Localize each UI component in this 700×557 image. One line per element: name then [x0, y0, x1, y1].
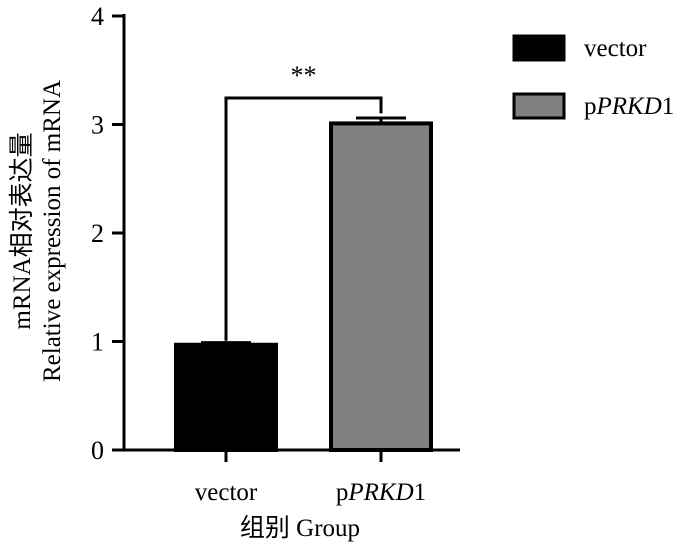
- y-tick-label: 2: [91, 219, 104, 248]
- x-tick-label: pPRKD1: [336, 479, 426, 506]
- legend-label: pPRKD1: [584, 93, 674, 120]
- x-tick-label: vector: [195, 479, 258, 506]
- y-axis-label-en: Relative expression of mRNA: [39, 80, 66, 382]
- significance-bracket: [224, 96, 383, 341]
- significance-label: **: [291, 61, 317, 90]
- y-tick-label: 1: [91, 328, 104, 357]
- y-tick-label: 3: [91, 111, 104, 140]
- legend-swatch: [512, 34, 566, 62]
- legend-swatch: [512, 92, 566, 120]
- bar: [174, 342, 278, 453]
- y-tick-label: 0: [91, 436, 104, 465]
- y-tick-label: 4: [91, 2, 104, 31]
- x-axis-label: 组别 Group: [240, 514, 360, 542]
- bar: [329, 121, 433, 452]
- legend-label: vector: [584, 35, 647, 62]
- y-axis-label-cn: mRNA相对表达量: [8, 132, 36, 329]
